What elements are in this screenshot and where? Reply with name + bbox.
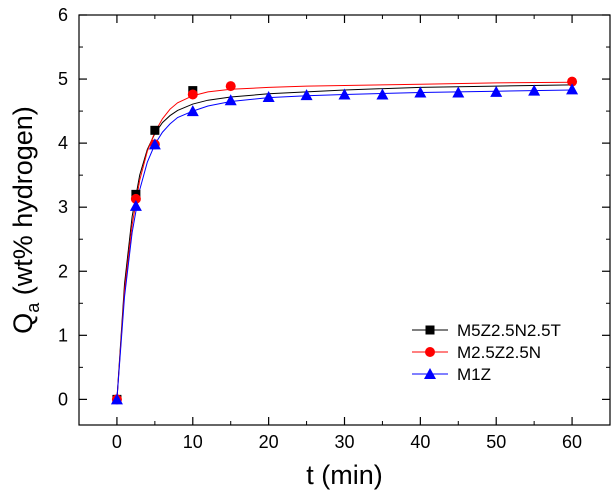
data-markers — [110, 76, 579, 405]
x-axis-title: t (min) — [306, 460, 383, 490]
fit-curve-M2.5Z2.5N — [116, 81, 573, 400]
data-point-M1Z — [338, 88, 351, 100]
legend-marker-M2.5Z2.5N — [425, 347, 435, 357]
x-tick-label: 30 — [334, 432, 354, 452]
data-point-M2.5Z2.5N — [567, 76, 578, 87]
data-point-M2.5Z2.5N — [225, 81, 236, 92]
data-point-M1Z — [186, 105, 199, 117]
axis-ticks: 0 10 20 30 40 50 60 0 1 2 3 4 5 6 — [58, 5, 611, 452]
legend-label-M1Z: M1Z — [457, 365, 491, 384]
x-tick-label: 60 — [562, 432, 582, 452]
y-tick-label: 2 — [58, 261, 68, 281]
data-point-M1Z — [148, 138, 161, 150]
data-point-M1Z — [490, 85, 503, 97]
data-point-M1Z — [528, 84, 541, 96]
data-point-M1Z — [110, 393, 123, 405]
data-point-M1Z — [566, 83, 579, 95]
y-tick-label: 4 — [58, 133, 68, 153]
x-tick-label: 50 — [486, 432, 506, 452]
data-point-M5Z2.5N2.5T — [150, 125, 160, 135]
data-point-M1Z — [414, 86, 427, 98]
fit-curve-M5Z2.5N2.5T — [116, 84, 573, 400]
legend: M5Z2.5N2.5T M2.5Z2.5N M1Z — [412, 321, 561, 384]
y-tick-label: 3 — [58, 197, 68, 217]
x-tick-label: 20 — [259, 432, 279, 452]
data-point-M1Z — [376, 88, 389, 100]
y-axis-title: Qa (wt% hydrogen) — [8, 106, 43, 334]
data-point-M1Z — [452, 86, 465, 98]
y-axis-title-rest: (wt% hydrogen) — [8, 106, 38, 303]
x-tick-label: 0 — [112, 432, 122, 452]
x-tick-label: 10 — [183, 432, 203, 452]
data-point-M1Z — [224, 94, 237, 106]
plot-frame — [78, 14, 611, 426]
y-tick-label: 6 — [58, 5, 68, 25]
data-point-M1Z — [300, 89, 313, 101]
y-tick-label: 5 — [58, 69, 68, 89]
data-point-M2.5Z2.5N — [130, 193, 141, 204]
data-point-M2.5Z2.5N — [187, 89, 198, 100]
x-tick-label: 40 — [410, 432, 430, 452]
y-axis-title-main: Q — [8, 313, 38, 334]
y-tick-label: 0 — [58, 389, 68, 409]
legend-label-M2.5Z2.5N: M2.5Z2.5N — [457, 343, 541, 362]
legend-label-M5Z2.5N2.5T: M5Z2.5N2.5T — [457, 321, 561, 340]
legend-marker-M1Z — [424, 368, 436, 379]
data-point-M1Z — [129, 199, 142, 211]
legend-marker-M5Z2.5N2.5T — [425, 325, 435, 335]
y-axis-title-subscript: a — [23, 302, 43, 313]
y-tick-label: 1 — [58, 325, 68, 345]
data-point-M1Z — [262, 91, 275, 102]
